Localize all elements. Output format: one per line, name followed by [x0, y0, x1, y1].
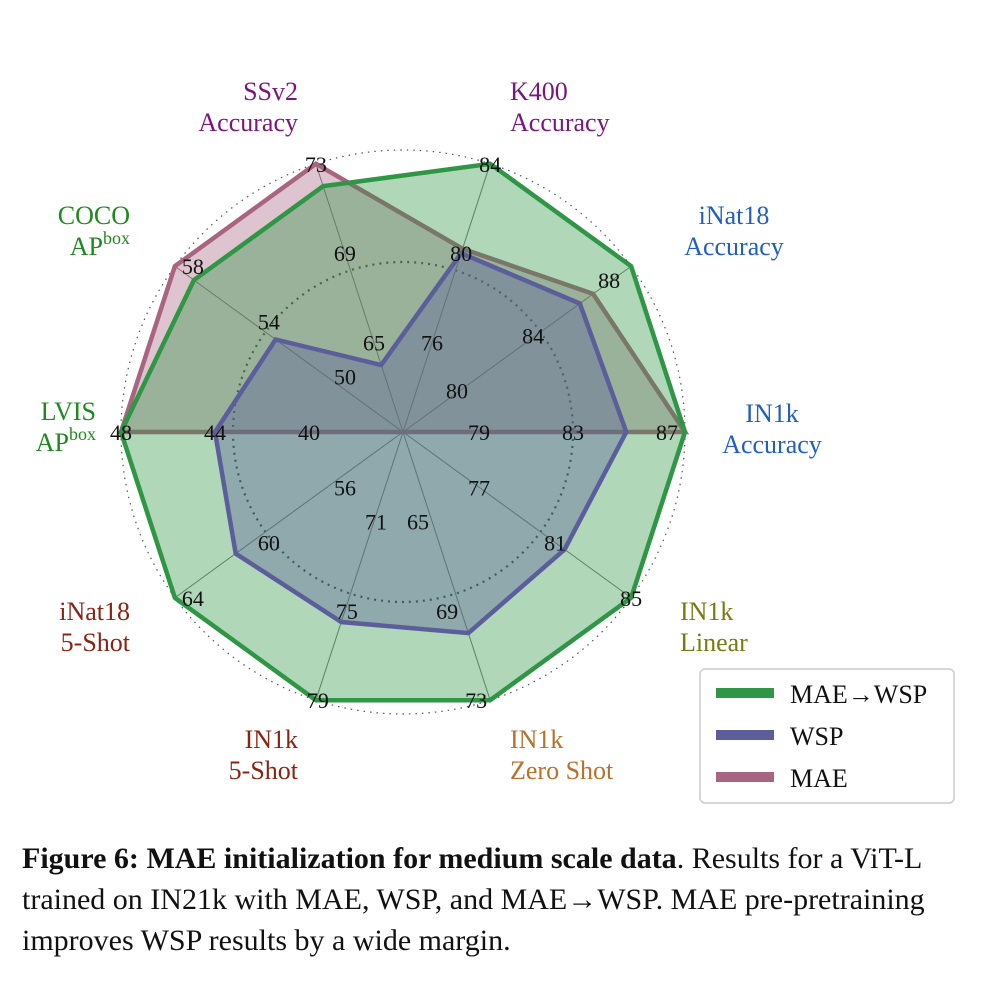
axis-label-2-line1: K400 [510, 77, 568, 106]
axis-label-5-main: AP [36, 428, 69, 457]
axis-label-9-line1: IN1k [680, 597, 733, 626]
tick-axis-8-0: 65 [407, 509, 429, 534]
tick-axis-0-2: 87 [656, 420, 678, 445]
axis-label-8-main: Zero Shot [510, 756, 614, 785]
axis-label-5-line2: APbox [36, 424, 96, 457]
axis-label-4-main: AP [70, 232, 103, 261]
axis-label-9-line2: Linear [680, 628, 748, 657]
axis-label-3-main: Accuracy [198, 108, 298, 137]
tick-axis-5-1: 44 [204, 420, 226, 445]
tick-axis-3-1: 69 [334, 241, 356, 266]
spoke-6 [174, 431, 404, 599]
legend-label-mae-wsp: MAE→WSP [790, 680, 927, 709]
tick-axis-6-0: 56 [334, 475, 356, 500]
legend: MAE→WSP WSP MAE [699, 668, 955, 804]
axis-label-7-main: 5-Shot [229, 756, 299, 785]
axis-label-1-main: Accuracy [684, 232, 784, 261]
legend-box [699, 668, 955, 804]
axis-label-0-main: Accuracy [722, 430, 822, 459]
axis-label-8-line1: IN1k [510, 725, 563, 754]
tick-axis-2-0: 76 [421, 331, 443, 356]
spoke-4 [174, 265, 404, 433]
axis-label-3-line1: SSv2 [243, 77, 298, 106]
tick-axis-6-2: 64 [182, 586, 204, 611]
tick-axis-7-2: 79 [307, 688, 329, 713]
tick-axis-0-1: 83 [562, 420, 584, 445]
legend-swatch-mae-wsp [716, 688, 774, 698]
legend-label-mae: MAE [790, 764, 848, 793]
tick-axis-5-2: 48 [110, 420, 132, 445]
spoke-2 [402, 163, 491, 433]
spoke-8 [402, 431, 491, 701]
axis-label-6-main: 5-Shot [61, 628, 131, 657]
wsp-series [212, 250, 629, 636]
tick-axis-7-0: 71 [365, 509, 387, 534]
tick-axis-8-1: 69 [436, 599, 458, 624]
axis-label-4-sup: box [103, 228, 130, 248]
axis-label-9-main: Linear [680, 628, 748, 657]
axis-label-2-main: Accuracy [510, 108, 610, 137]
axis-label-0-line2: Accuracy [722, 430, 822, 459]
tick-axis-4-2: 58 [182, 254, 204, 279]
spoke-3 [315, 163, 404, 433]
tick-axis-7-1: 75 [336, 599, 358, 624]
tick-axis-1-1: 84 [522, 323, 544, 348]
axis-label-1-line1: iNat18 [699, 201, 770, 230]
spoke-9 [402, 431, 632, 599]
axis-label-3-line2: Accuracy [198, 108, 298, 137]
caption-body: . Results for a ViT-L trained on IN21k w… [22, 842, 925, 957]
axis-label-6-line1: iNat18 [59, 597, 130, 626]
axis-label-5-sup: box [69, 424, 96, 444]
axis-label-0-line1: IN1k [745, 399, 798, 428]
tick-axis-2-1: 80 [450, 241, 472, 266]
tick-axis-3-2: 73 [305, 152, 327, 177]
axis-labels: IN1kAccuracyiNat18AccuracyK400AccuracySS… [36, 77, 822, 785]
axis-label-8-line2: Zero Shot [510, 756, 614, 785]
radar-chart: 79 83 878084887680846569735054584044485660… [36, 77, 955, 804]
legend-swatch-mae [716, 772, 774, 782]
tick-axis-9-1: 81 [544, 531, 566, 556]
tick-axis-3-0: 65 [363, 331, 385, 356]
tick-axis-9-2: 85 [620, 586, 642, 611]
axis-label-6-line2: 5-Shot [61, 628, 131, 657]
axis-label-7-line2: 5-Shot [229, 756, 299, 785]
tick-axis-1-0: 80 [446, 379, 468, 404]
tick-axis-2-2: 84 [479, 152, 501, 177]
legend-label-wsp: WSP [790, 722, 843, 751]
caption-label: Figure 6: [22, 842, 139, 875]
tick-axis-1-2: 88 [598, 268, 620, 293]
figure-caption: Figure 6: MAE initialization for medium … [22, 838, 972, 961]
axis-label-4-line1: COCO [58, 201, 130, 230]
tick-axis-5-0: 40 [298, 420, 320, 445]
spoke-7 [315, 431, 404, 701]
axis-label-2-line2: Accuracy [510, 108, 610, 137]
axis-label-4-line2: APbox [70, 228, 130, 261]
tick-axis-6-1: 60 [258, 531, 280, 556]
axis-label-7-line1: IN1k [245, 725, 298, 754]
axis-label-5-line1: LVIS [41, 397, 96, 426]
tick-axis-0-0: 79 [468, 420, 490, 445]
tick-axis-8-2: 73 [465, 688, 487, 713]
caption-title: MAE initialization for medium scale data [146, 842, 677, 875]
tick-axis-9-0: 77 [468, 475, 490, 500]
tick-axis-4-0: 50 [334, 365, 356, 390]
legend-swatch-wsp [716, 730, 774, 740]
tick-labels: 79 83 878084887680846569735054584044485660… [110, 152, 678, 713]
tick-axis-4-1: 54 [258, 309, 280, 334]
axis-label-1-line2: Accuracy [684, 232, 784, 261]
